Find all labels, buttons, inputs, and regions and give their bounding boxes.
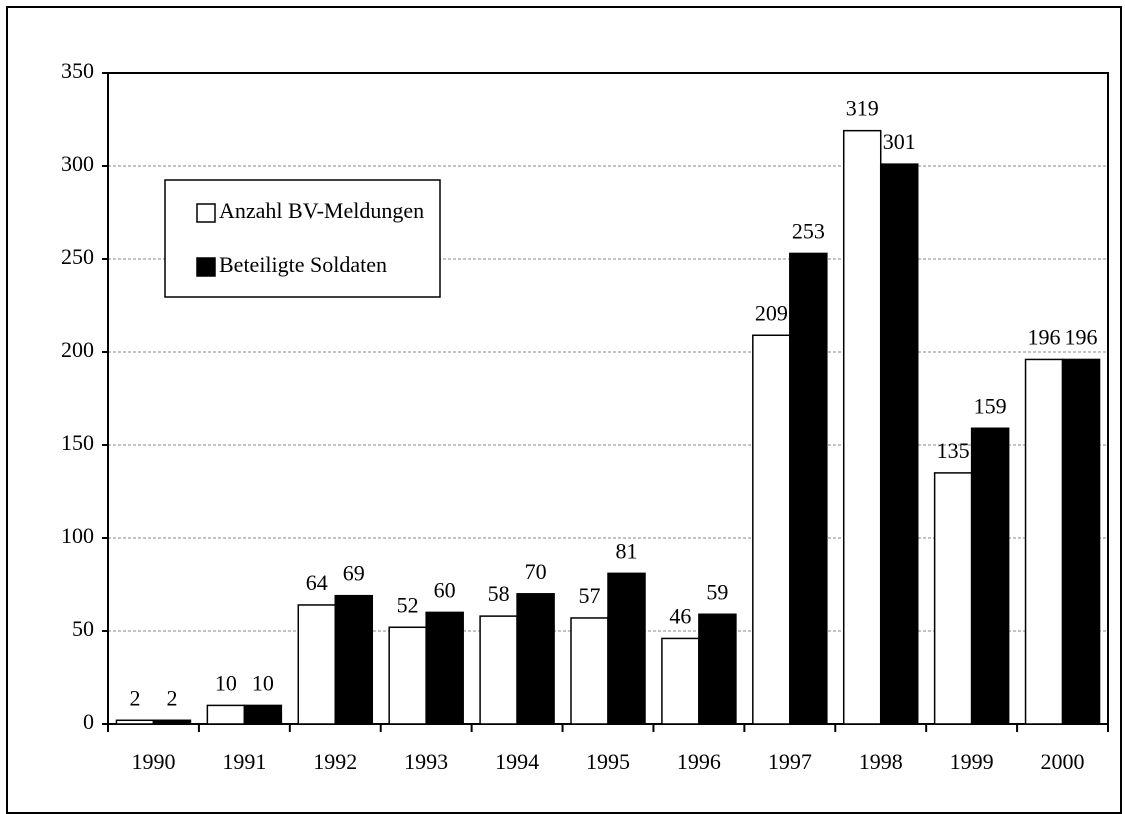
value-label: 301 [883,129,916,154]
x-tick-label: 1998 [859,749,903,774]
value-label: 2 [129,685,140,710]
x-tick-label: 1997 [768,749,812,774]
x-tick-label: 1995 [586,749,630,774]
bar [752,334,791,725]
value-label: 159 [974,393,1007,418]
x-tick-label: 1994 [495,749,539,774]
value-label: 319 [846,96,879,121]
bar [607,572,646,725]
bar [1061,358,1101,725]
x-tick-label: 1993 [404,749,448,774]
value-label: 209 [755,300,788,325]
y-tick-label: 200 [61,337,94,362]
bar [152,719,192,725]
value-label: 135 [937,438,970,463]
x-tick-label: 1990 [131,749,175,774]
value-label: 46 [669,603,691,628]
bar [1024,358,1064,725]
x-tick-label: 2000 [1041,749,1085,774]
value-label: 52 [397,592,419,617]
value-label: 196 [1028,324,1061,349]
bar [206,704,246,725]
x-tick-label: 1996 [677,749,721,774]
value-label: 58 [488,581,510,606]
legend-swatch [196,257,216,277]
value-label: 60 [434,577,456,602]
bar [334,594,374,725]
value-label: 10 [215,670,237,695]
value-label: 10 [252,670,274,695]
legend-label: Beteiligte Soldaten [219,252,387,277]
bar [388,626,427,725]
value-label: 59 [706,579,728,604]
bar [789,252,828,725]
legend-label: Anzahl BV-Meldungen [219,198,424,223]
legend-swatch [196,203,216,223]
value-label: 57 [579,583,601,608]
x-tick-label: 1992 [313,749,357,774]
bar [243,704,283,725]
y-tick-label: 350 [61,58,94,83]
bar [479,615,518,725]
bar [842,129,882,725]
value-label: 253 [792,218,825,243]
y-tick-label: 150 [61,430,94,455]
x-tick-label: 1991 [222,749,266,774]
value-label: 196 [1065,324,1098,349]
value-label: 64 [306,570,328,595]
x-tick-label: 1999 [950,749,994,774]
bar [425,611,464,725]
bar [661,637,700,725]
bar [115,719,155,725]
y-tick-label: 250 [61,244,94,269]
bar [879,163,919,725]
value-label: 69 [343,561,365,586]
bar [933,472,973,725]
bar [297,604,337,725]
y-tick-label: 50 [72,616,94,641]
value-label: 2 [166,685,177,710]
bar [970,427,1010,725]
legend-box [164,179,441,298]
y-tick-label: 0 [83,709,94,734]
bar [516,593,555,725]
value-label: 70 [525,559,547,584]
value-label: 81 [616,538,638,563]
y-tick-label: 100 [61,523,94,548]
bar [570,617,609,725]
bar [698,613,737,725]
y-tick-label: 300 [61,151,94,176]
